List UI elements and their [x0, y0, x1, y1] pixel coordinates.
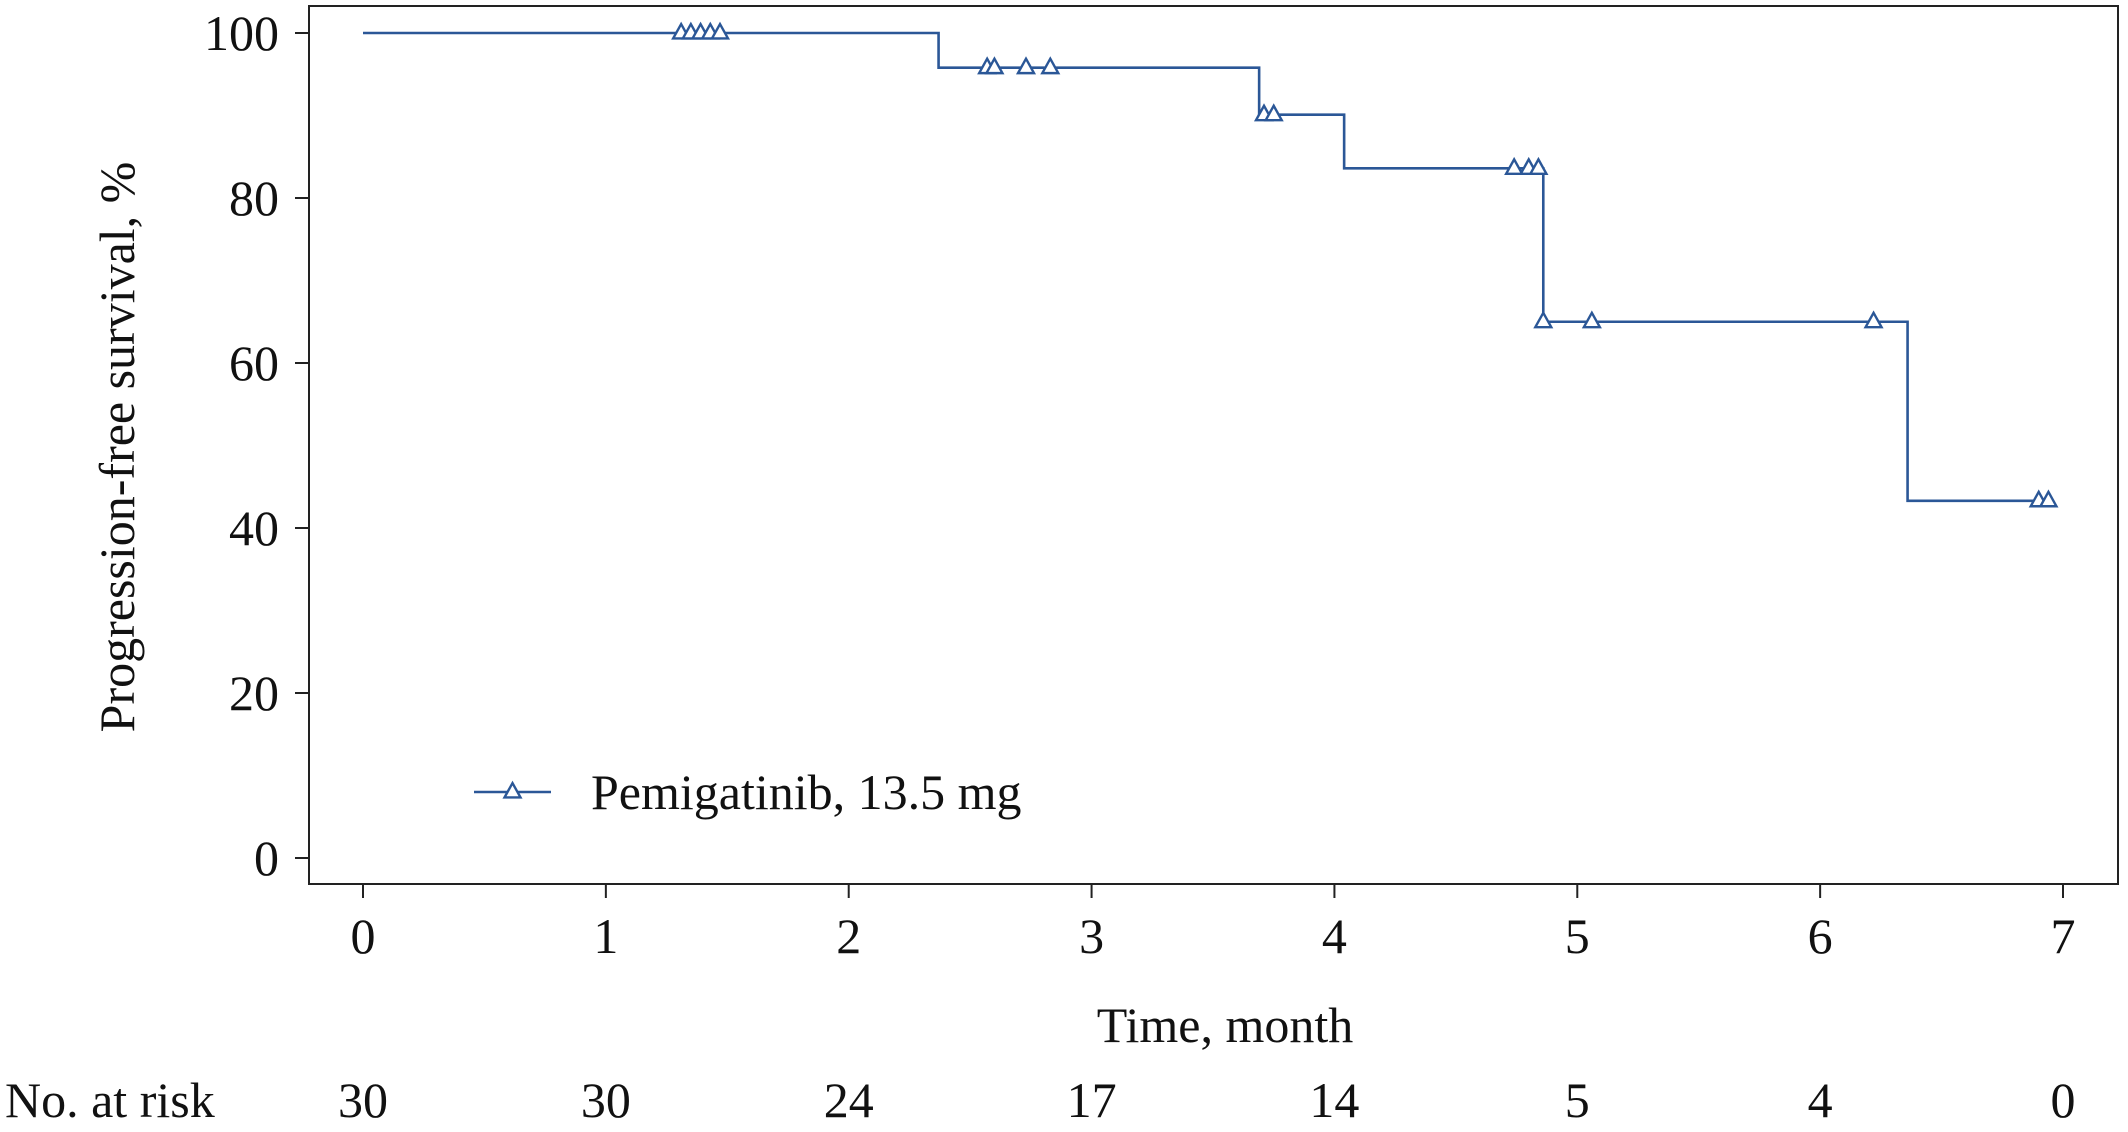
y-axis-ticks: 0 20 40 60 80 100	[204, 5, 309, 886]
risk-count: 30	[581, 1072, 631, 1128]
axes	[308, 5, 2119, 885]
censor-marker	[1504, 156, 1525, 175]
censor-marker	[709, 21, 731, 40]
x-tick-label: 2	[836, 908, 861, 964]
x-tick-label: 0	[351, 908, 376, 964]
censor-marker	[1040, 56, 1061, 75]
x-tick-label: 1	[593, 908, 618, 964]
censor-marker	[2038, 489, 2059, 508]
series-layer	[363, 21, 2059, 508]
legend: Pemigatinib, 13.5 mg	[474, 764, 1022, 820]
censor-marker	[1263, 103, 1284, 122]
y-tick-label: 40	[229, 500, 279, 556]
y-tick-label: 100	[204, 5, 279, 61]
x-tick-label: 4	[1322, 908, 1347, 964]
risk-table-counts: 30 30 24 17 14 5 4 0	[338, 1072, 2076, 1128]
risk-count: 14	[1309, 1072, 1359, 1128]
censor-marker	[1581, 310, 1602, 329]
risk-count: 4	[1808, 1072, 1833, 1128]
y-axis-label: Progression-free survival, %	[89, 162, 145, 733]
risk-count: 30	[338, 1072, 388, 1128]
survival-curve	[363, 31, 2046, 503]
risk-count: 5	[1565, 1072, 1590, 1128]
x-axis-ticks: 0 1 2 3 4 5 6 7	[351, 884, 2076, 964]
x-tick-label: 7	[2051, 908, 2076, 964]
censor-marker	[1533, 310, 1554, 329]
censor-marker	[1015, 56, 1037, 75]
y-tick-label: 20	[229, 665, 279, 721]
risk-count: 17	[1067, 1072, 1117, 1128]
risk-count: 0	[2051, 1072, 2076, 1128]
x-axis-label: Time, month	[1097, 997, 1354, 1053]
legend-label: Pemigatinib, 13.5 mg	[591, 764, 1022, 820]
plot-frame	[308, 5, 2119, 885]
legend-triangle-marker	[502, 780, 523, 799]
x-tick-label: 3	[1079, 908, 1104, 964]
y-tick-label: 0	[254, 830, 279, 886]
x-tick-label: 6	[1808, 908, 1833, 964]
censor-marker	[984, 56, 1005, 75]
y-tick-label: 60	[229, 335, 279, 391]
censor-marker	[1528, 156, 1549, 175]
risk-table-label: No. at risk	[5, 1072, 215, 1128]
y-tick-label: 80	[229, 170, 279, 226]
risk-count: 24	[824, 1072, 874, 1128]
censor-marker	[1863, 310, 1884, 329]
x-tick-label: 5	[1565, 908, 1590, 964]
